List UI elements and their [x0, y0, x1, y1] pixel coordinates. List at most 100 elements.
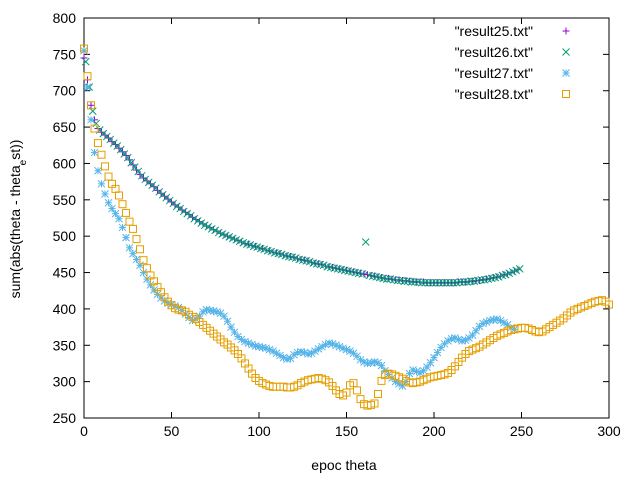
y-tick-label: 750 [53, 46, 77, 62]
data-point [118, 223, 127, 232]
legend-marker [562, 90, 570, 98]
data-point [129, 224, 137, 233]
data-point [132, 235, 141, 244]
data-point [220, 312, 228, 321]
data-point [417, 278, 426, 287]
y-tick-label: 300 [53, 374, 77, 390]
data-point [125, 217, 134, 226]
legend-label: "result27.txt" [455, 65, 533, 81]
data-point [370, 399, 379, 408]
data-point [80, 46, 88, 55]
y-tick-label: 250 [53, 410, 77, 426]
data-point [419, 366, 428, 375]
data-point [143, 264, 151, 273]
data-point [115, 191, 123, 200]
data-point [108, 204, 116, 213]
data-point [442, 278, 451, 287]
x-axis-label: epoc theta [311, 457, 377, 473]
data-point [134, 167, 143, 176]
data-point [430, 353, 438, 362]
legend-label: "result28.txt" [455, 86, 533, 102]
x-tick-label: 200 [422, 423, 446, 439]
data-point [101, 190, 109, 198]
data-point [183, 209, 192, 218]
data-point [468, 331, 477, 339]
data-series-4 [80, 44, 613, 410]
y-tick-label: 700 [53, 83, 77, 99]
y-tick-label: 500 [53, 228, 77, 244]
y-tick-label: 350 [53, 337, 77, 353]
data-series-3 [80, 46, 519, 390]
data-point [130, 163, 139, 171]
data-point [179, 207, 188, 216]
data-point [433, 348, 442, 357]
chart-series-layer [80, 44, 613, 410]
data-point [83, 83, 92, 91]
data-point [421, 278, 430, 287]
data-point [472, 326, 480, 335]
data-point [111, 209, 120, 218]
data-point [197, 219, 206, 227]
data-point [358, 270, 367, 278]
y-axis-label: sum(abs(theta - thetaest)) [7, 140, 29, 299]
data-point [190, 214, 199, 223]
data-point [97, 179, 106, 188]
data-point [81, 57, 90, 66]
x-tick-label: 0 [80, 423, 88, 439]
data-point [172, 202, 181, 211]
legend-marker [562, 48, 570, 56]
data-point [136, 245, 144, 254]
data-point [80, 44, 88, 53]
data-point [118, 200, 127, 209]
data-point [424, 278, 433, 287]
data-point [139, 256, 148, 265]
data-point [122, 208, 130, 217]
data-point [90, 124, 99, 133]
y-tick-label: 650 [53, 119, 77, 135]
data-point [438, 278, 447, 287]
data-point [456, 278, 465, 286]
data-point [428, 278, 437, 287]
data-point [193, 217, 202, 225]
data-point [605, 300, 613, 309]
y-tick-label: 600 [53, 155, 77, 171]
data-point [92, 119, 101, 128]
legend-label: "result25.txt" [455, 23, 533, 39]
y-tick-label: 450 [53, 265, 77, 281]
x-tick-label: 300 [597, 423, 621, 439]
data-point [104, 172, 113, 181]
data-point [423, 363, 431, 371]
data-point [94, 139, 102, 148]
legend-label: "result26.txt" [455, 44, 533, 60]
data-point [127, 158, 136, 167]
data-point [115, 214, 123, 223]
data-point [87, 115, 95, 124]
data-series-2 [81, 57, 524, 287]
legend-marker [562, 69, 570, 77]
data-point [87, 101, 95, 109]
data-point [374, 390, 382, 398]
data-point [407, 278, 416, 286]
data-point [393, 276, 402, 285]
data-point [87, 101, 95, 110]
y-tick-label: 550 [53, 192, 77, 208]
data-point [94, 166, 102, 175]
data-point [377, 361, 386, 370]
data-point [101, 162, 109, 171]
legend-marker [562, 27, 570, 35]
data-point [435, 278, 444, 287]
data-point [132, 255, 141, 264]
data-point [361, 238, 370, 246]
data-point [230, 328, 239, 337]
data-point [116, 145, 125, 154]
chart-axes: 0 50 100 150 200 250 300 250 300 350 400 450 500 550 6… [53, 10, 621, 439]
data-point [426, 358, 435, 367]
data-point [459, 278, 468, 286]
data-point [227, 323, 235, 331]
data-point [431, 278, 440, 287]
y-tick-label: 400 [53, 301, 77, 317]
x-tick-label: 100 [247, 423, 271, 439]
x-tick-label: 50 [164, 423, 180, 439]
chart-legend: "result25.txt" "result26.txt" "result27.tx… [455, 23, 570, 102]
